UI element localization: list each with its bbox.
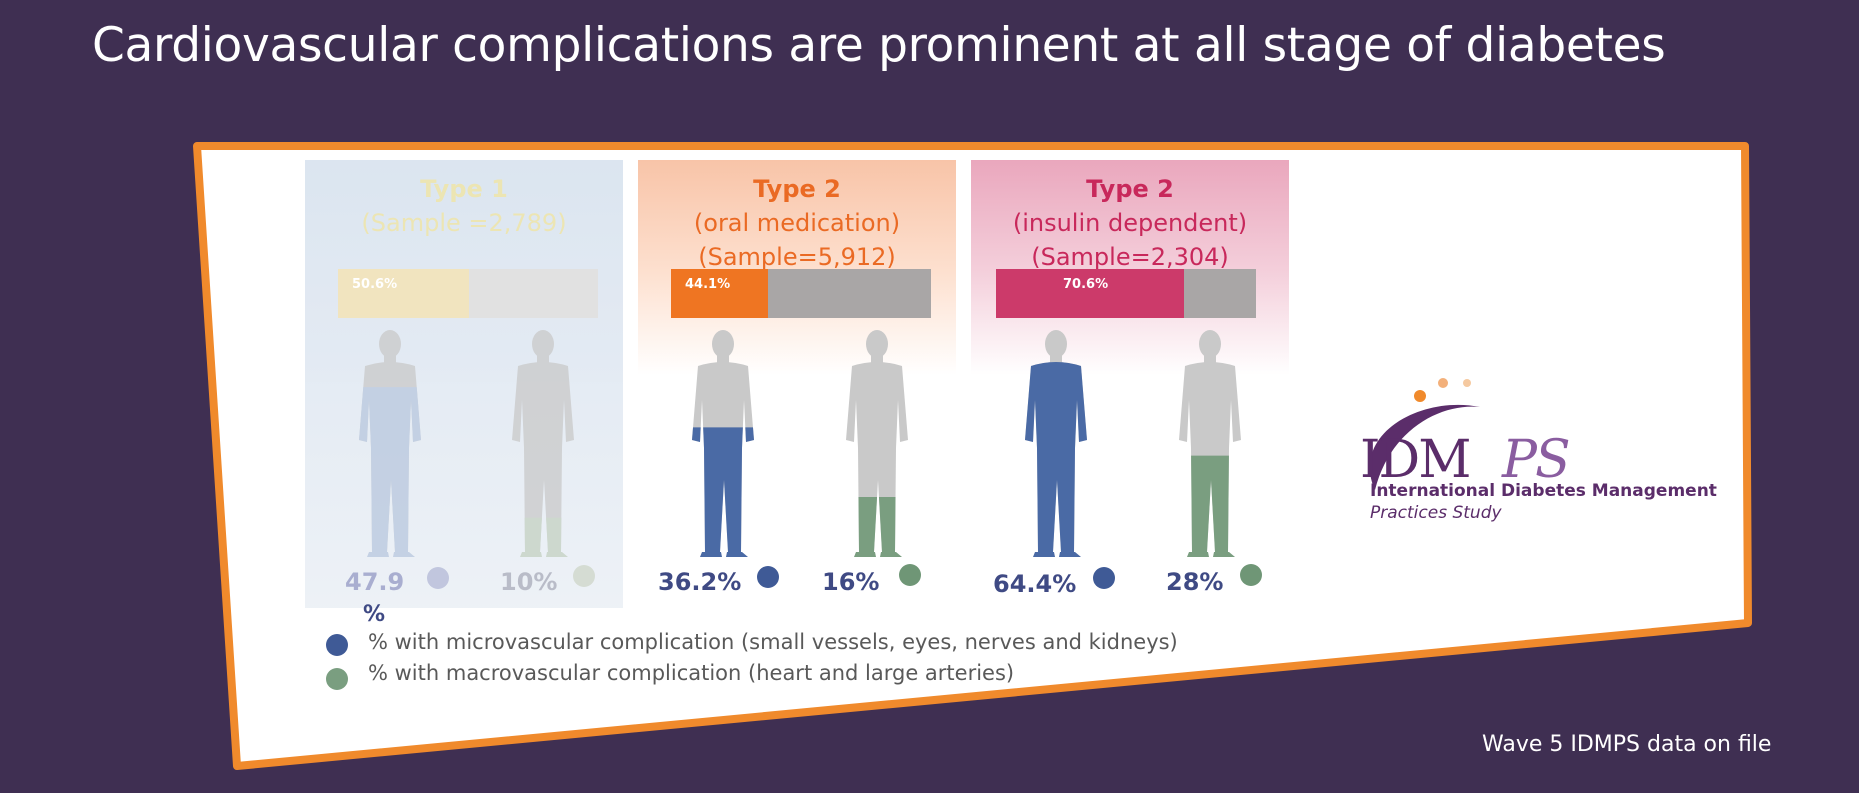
macro-stat: 10% [500, 568, 558, 596]
logo-subtitle-line1: International Diabetes Management [1370, 481, 1717, 501]
logo-mark-idm: IDM [1360, 430, 1471, 490]
legend-macro-text: % with macrovascular complication (heart… [368, 661, 1015, 685]
micro-dot [427, 567, 449, 589]
neck [717, 355, 729, 363]
macro-dot [899, 564, 921, 586]
macro-stat: 16% [822, 568, 880, 596]
complication-fill [692, 427, 754, 552]
shoe-right [546, 552, 568, 557]
torso [1179, 362, 1241, 448]
complication-fill [1191, 455, 1229, 552]
shoe-left [1187, 552, 1209, 557]
silhouette [1179, 330, 1241, 552]
micro-dot [757, 566, 779, 588]
shoe-right [880, 552, 902, 557]
column-header: Type 2 (oral medication) (Sample=5,912) [638, 160, 956, 274]
neck [1050, 355, 1062, 363]
bar-fill [671, 269, 768, 318]
bar-label: 70.6% [1063, 277, 1109, 292]
micro-stat-suffix: % [363, 602, 386, 627]
idmps-logo: IDM PS International Diabetes Management… [1330, 375, 1717, 535]
slide-title: Cardiovascular complications are promine… [92, 18, 1666, 73]
macro-stat: 28% [1166, 568, 1224, 596]
patients-bar: 50.6% [338, 269, 598, 318]
logo-mark-ps: PS [1502, 430, 1571, 490]
type-label: Type 2 [753, 175, 841, 203]
micro-dot [1093, 567, 1115, 589]
shoe-left [854, 552, 876, 557]
person-figure-macro [1179, 330, 1241, 557]
type-label: Type 2 [1086, 175, 1174, 203]
shoe-left [700, 552, 722, 557]
bar-label: 50.6% [352, 277, 398, 292]
bar-fill [996, 269, 1184, 318]
neck [537, 355, 549, 363]
person-figure-macro [512, 330, 574, 557]
macro-legend-dot [326, 668, 348, 690]
neck [871, 355, 883, 363]
shoe-right [1059, 552, 1081, 557]
silhouette [512, 330, 574, 552]
complication-fill [524, 517, 562, 552]
head [532, 330, 554, 358]
shoe-right [393, 552, 415, 557]
macro-dot [573, 565, 595, 587]
complication-fill [359, 387, 421, 552]
torso [512, 362, 574, 448]
person-figure-macro [846, 330, 908, 557]
patients-bar: 44.1% [671, 269, 931, 318]
shoe-left [520, 552, 542, 557]
head [1199, 330, 1221, 358]
shoe-left [1033, 552, 1055, 557]
neck [1204, 355, 1216, 363]
micro-stat: 47.9 [345, 568, 405, 596]
person-figure-micro [1025, 330, 1087, 557]
torso [846, 362, 908, 448]
footnote: Wave 5 IDMPS data on file [1482, 732, 1772, 757]
sample-label: (Sample =2,789) [361, 209, 567, 237]
head [1045, 330, 1067, 358]
shoe-right [1213, 552, 1235, 557]
silhouette [846, 330, 908, 552]
logo-subtitle-line2: Practices Study [1370, 503, 1502, 523]
column-type1: Type 1 (Sample =2,789) 50.6% [305, 160, 623, 608]
patients-bar: 70.6% [996, 269, 1256, 318]
type-label: Type 1 [420, 175, 508, 203]
micro-stat: 36.2% [658, 568, 742, 596]
torso [692, 362, 754, 448]
logo-arc [1369, 378, 1480, 490]
bar-label: 44.1% [685, 277, 731, 292]
complication-fill [858, 496, 896, 552]
person-figure-micro [692, 330, 754, 557]
sample-label: (Sample=5,912) [698, 243, 896, 271]
complication-fill [1025, 362, 1087, 552]
person-figure-micro [359, 330, 421, 557]
micro-legend-dot [326, 634, 348, 656]
legend-micro-text: % with microvascular complication (small… [368, 630, 1178, 654]
bar-fill [338, 269, 469, 318]
macro-dot [1240, 564, 1262, 586]
column-header: Type 2 (insulin dependent) (Sample=2,304… [971, 160, 1289, 274]
micro-stat: 64.4% [993, 570, 1077, 598]
neck [384, 355, 396, 363]
column-header: Type 1 (Sample =2,789) [305, 160, 623, 240]
shoe-left [367, 552, 389, 557]
head [379, 330, 401, 358]
head [712, 330, 734, 358]
shoe-right [726, 552, 748, 557]
sub-label: (insulin dependent) [1012, 209, 1248, 237]
sub-label: (oral medication) [693, 209, 901, 237]
head [866, 330, 888, 358]
sample-label: (Sample=2,304) [1031, 243, 1229, 271]
